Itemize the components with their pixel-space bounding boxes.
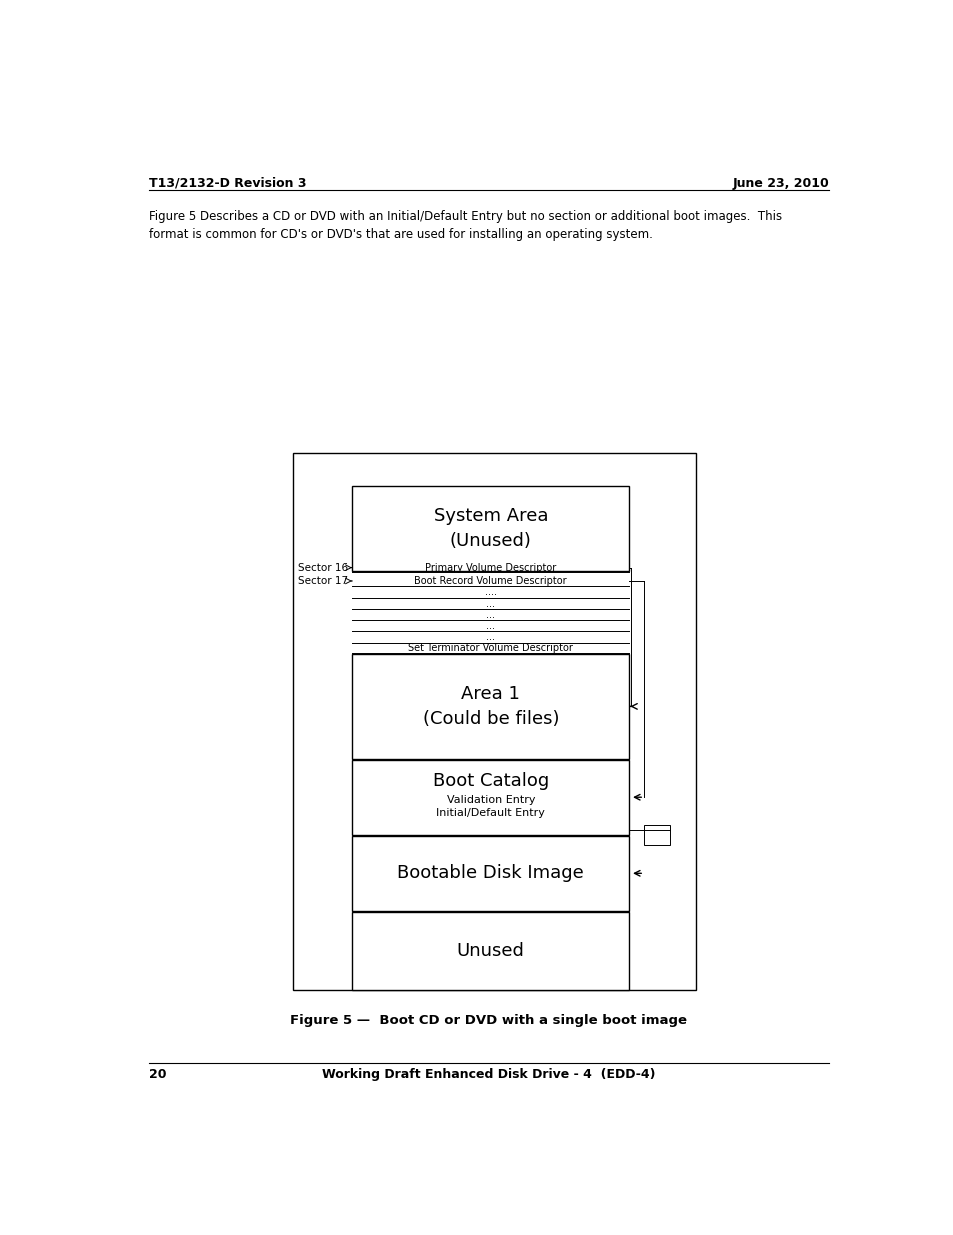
Text: ...: ... <box>486 599 495 609</box>
Text: System Area: System Area <box>433 508 547 525</box>
Text: Primary Volume Descriptor: Primary Volume Descriptor <box>425 563 556 573</box>
Text: ...: ... <box>486 620 495 631</box>
Text: Unused: Unused <box>456 942 524 960</box>
Text: T13/2132-D Revision 3: T13/2132-D Revision 3 <box>149 177 306 190</box>
Text: Figure 5 —  Boot CD or DVD with a single boot image: Figure 5 — Boot CD or DVD with a single … <box>290 1014 687 1026</box>
Bar <box>352 655 629 758</box>
Text: Boot Record Volume Descriptor: Boot Record Volume Descriptor <box>414 576 566 585</box>
Text: 20: 20 <box>149 1068 166 1081</box>
Text: Boot Catalog: Boot Catalog <box>433 772 548 789</box>
Text: ...: ... <box>486 632 495 642</box>
Text: Area 1: Area 1 <box>461 685 519 703</box>
Bar <box>352 836 629 911</box>
Text: Set Terminator Volume Descriptor: Set Terminator Volume Descriptor <box>408 643 573 653</box>
Bar <box>643 825 669 845</box>
Bar <box>352 911 629 989</box>
Text: Working Draft Enhanced Disk Drive - 4  (EDD-4): Working Draft Enhanced Disk Drive - 4 (E… <box>322 1068 655 1081</box>
Text: Sector 17: Sector 17 <box>298 576 348 585</box>
Bar <box>293 452 696 989</box>
Text: ...: ... <box>486 610 495 620</box>
Text: Sector 16: Sector 16 <box>298 563 348 573</box>
Text: Validation Entry: Validation Entry <box>446 794 535 804</box>
Text: Bootable Disk Image: Bootable Disk Image <box>397 864 583 882</box>
Text: June 23, 2010: June 23, 2010 <box>732 177 828 190</box>
Text: Initial/Default Entry: Initial/Default Entry <box>436 808 544 818</box>
Text: Figure 5 Describes a CD or DVD with an Initial/Default Entry but no section or a: Figure 5 Describes a CD or DVD with an I… <box>149 210 781 224</box>
Bar <box>352 485 629 572</box>
Text: (Could be files): (Could be files) <box>422 710 558 727</box>
Bar <box>352 760 629 835</box>
Text: format is common for CD's or DVD's that are used for installing an operating sys: format is common for CD's or DVD's that … <box>149 228 652 241</box>
Text: (Unused): (Unused) <box>450 532 531 550</box>
Text: ....: .... <box>484 587 497 597</box>
